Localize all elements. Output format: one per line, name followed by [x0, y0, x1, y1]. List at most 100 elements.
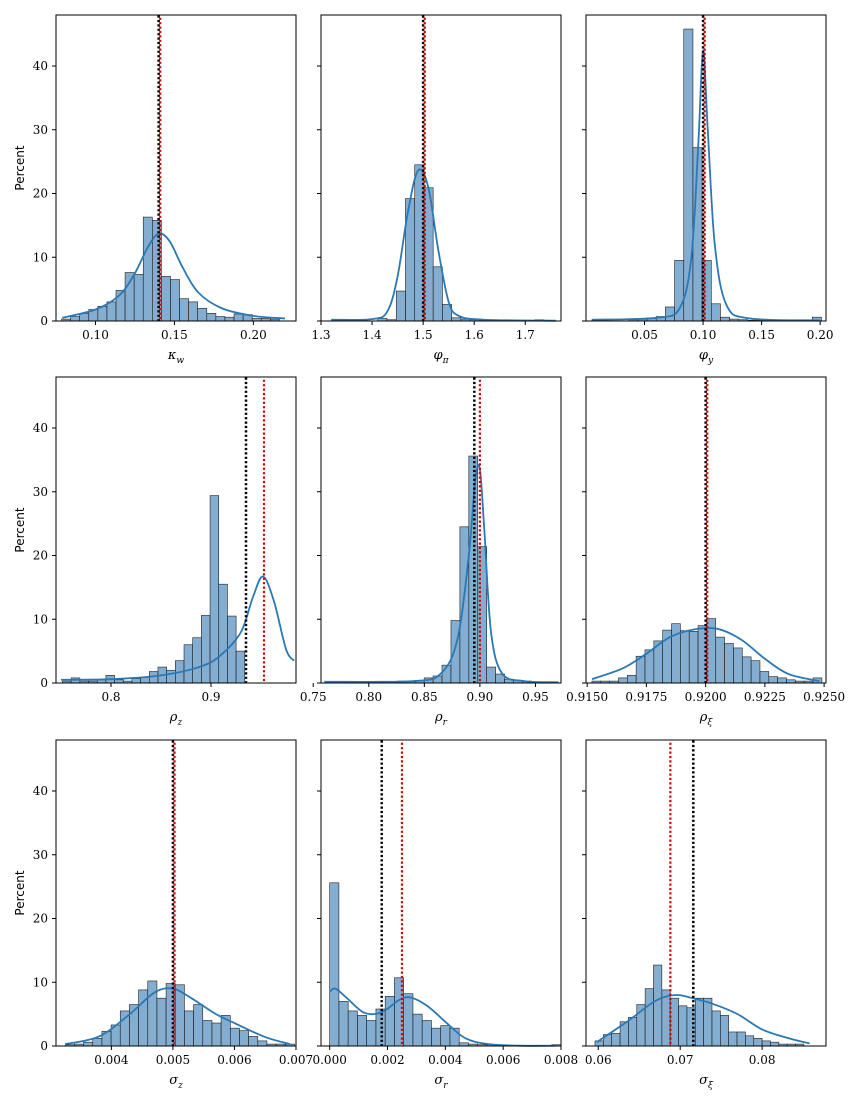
- histogram-bars: [591, 28, 822, 322]
- plot-frame: [585, 14, 827, 322]
- x-axis-label-symbol: ρ: [434, 710, 443, 725]
- histogram-bar: [694, 997, 704, 1047]
- histogram-bars: [329, 882, 562, 1047]
- x-tick-label: 0.06: [585, 1053, 612, 1067]
- histogram-bar: [233, 313, 244, 322]
- histogram-bar: [215, 316, 226, 322]
- x-axis-label-subscript: w: [176, 356, 184, 366]
- x-axis-label-symbol: φ: [699, 348, 709, 363]
- subplot-6: 0.9150 0.9175 0.9200 0.9225 0.9250 ρξ: [566, 376, 845, 728]
- x-axis-label: σz: [169, 1073, 183, 1091]
- histogram-bar: [206, 313, 217, 322]
- x-axis-label-symbol: ρ: [169, 710, 178, 725]
- histogram-bar: [432, 266, 443, 322]
- y-axis-label: Percent: [13, 507, 27, 552]
- histogram-bar: [329, 882, 340, 1047]
- histogram-bar: [761, 1040, 771, 1047]
- x-tick-label: 0.004: [94, 1053, 129, 1067]
- x-tick-label: 1.3: [311, 328, 330, 342]
- histogram-bar: [395, 290, 406, 322]
- x-axis-label-subscript: z: [177, 1081, 183, 1091]
- histogram-bar: [201, 615, 211, 684]
- plot-frame: [55, 376, 297, 684]
- histogram-bar: [147, 980, 158, 1047]
- histogram-bar: [720, 316, 730, 322]
- x-tick-label: 0.9150: [566, 690, 608, 704]
- x-axis-label: σr: [434, 1073, 448, 1091]
- x-tick-label: 0.9: [201, 690, 220, 704]
- x-tick-label: 0.90: [467, 690, 494, 704]
- histogram-bar: [179, 298, 189, 322]
- y-axis-label: Percent: [13, 870, 27, 915]
- histogram-bar: [753, 1038, 763, 1047]
- x-axis-label: κw: [167, 348, 185, 366]
- histogram-bars: [325, 455, 559, 684]
- subplot-8: 0.000 0.002 0.004 0.006 0.008 σr: [312, 739, 578, 1091]
- histogram-bar: [357, 1015, 367, 1047]
- histogram-bar: [229, 1027, 240, 1047]
- x-tick-label: 1.4: [363, 328, 382, 342]
- subplot-7: 0.004 0.005 0.006 0.007 0 10 20 30 40 σz Percent: [13, 739, 313, 1091]
- kde-curve: [329, 987, 556, 1047]
- histogram-bar: [468, 455, 479, 684]
- x-axis-label-symbol: ρ: [699, 710, 708, 725]
- y-tick-label: 10: [33, 975, 48, 989]
- subplot-3: 0.05 0.10 0.15 0.20 φy: [582, 14, 834, 366]
- histogram-bar: [412, 1013, 423, 1047]
- x-axis-label: ρξ: [699, 710, 714, 728]
- histogram-bar: [653, 964, 663, 1047]
- histogram-bar: [188, 301, 199, 322]
- plot-frame: [320, 376, 562, 684]
- y-tick-label: 40: [33, 421, 48, 435]
- histogram-bar: [665, 306, 675, 322]
- x-axis-label-symbol: κ: [167, 348, 177, 363]
- x-tick-label: 0.95: [522, 690, 549, 704]
- y-tick-label: 40: [33, 59, 48, 73]
- subplot-2: 1.3 1.4 1.5 1.6 1.7 φπ: [311, 14, 562, 366]
- y-tick-label: 10: [33, 612, 48, 626]
- histogram-bar: [644, 988, 654, 1047]
- x-tick-label: 0.006: [486, 1053, 520, 1067]
- histogram-bar: [83, 1041, 94, 1047]
- histogram-bar: [239, 1030, 249, 1047]
- histogram-bar: [124, 272, 135, 322]
- histogram-bar: [166, 669, 176, 684]
- histogram-bars: [64, 980, 295, 1047]
- histogram-bar: [724, 643, 734, 684]
- y-tick-label: 0: [40, 314, 48, 328]
- kde-curve: [596, 994, 810, 1045]
- plot-frame: [320, 14, 562, 322]
- histogram-bars: [594, 964, 805, 1047]
- histogram-bar: [224, 316, 235, 322]
- x-tick-label: 0.006: [217, 1053, 251, 1067]
- plot-frame: [55, 14, 297, 322]
- y-tick-label: 0: [40, 1039, 48, 1053]
- histogram-bars: [591, 618, 823, 684]
- x-tick-label: 0.05: [631, 328, 658, 342]
- x-tick-label: 0.08: [749, 1053, 776, 1067]
- y-tick-label: 0: [40, 676, 48, 690]
- subplot-1: 0.10 0.15 0.20 0 10 20 30 40 κw Percent: [13, 14, 297, 366]
- x-tick-label: 0.9200: [685, 690, 727, 704]
- x-axis-label-subscript: r: [443, 1081, 448, 1091]
- x-tick-label: 0.000: [312, 1053, 346, 1067]
- x-tick-label: 0.10: [690, 328, 717, 342]
- x-tick-label: 0.07: [667, 1053, 694, 1067]
- histogram-bar: [626, 675, 637, 684]
- histogram-bar: [192, 637, 202, 684]
- histogram-bar: [227, 615, 237, 684]
- subplot-4: 0.8 0.9 0 10 20 30 40 ρz Percent: [13, 376, 297, 728]
- histogram-bar: [745, 1035, 755, 1047]
- histogram-bar: [736, 1031, 746, 1047]
- x-tick-label: 0.002: [370, 1053, 404, 1067]
- histogram-bar: [459, 526, 470, 684]
- histogram-bar: [644, 649, 655, 684]
- histogram-bar: [257, 1040, 268, 1047]
- histogram-bar: [486, 666, 496, 684]
- histogram-bar: [202, 1020, 213, 1047]
- kde-curve: [324, 464, 558, 684]
- histogram-bar: [142, 216, 153, 322]
- y-axis-label: Percent: [13, 145, 27, 190]
- histogram-bar: [209, 495, 220, 684]
